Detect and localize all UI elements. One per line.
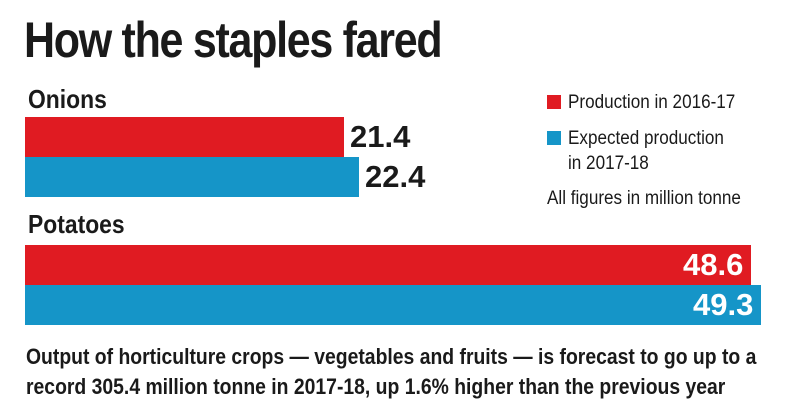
legend-swatch-red	[547, 95, 561, 109]
bar-onions-2017-18	[25, 157, 359, 197]
bar-potatoes-2017-18	[25, 285, 761, 325]
legend-label-2016-17: Production in 2016-17	[568, 92, 736, 113]
bar-onions-2016-17	[25, 117, 344, 157]
footnote: Output of horticulture crops — vegetable…	[26, 344, 757, 399]
legend-label-2017-18: Expected production in 2017-18	[568, 128, 724, 174]
category-label-potatoes: Potatoes	[28, 209, 125, 239]
value-label-onions-2016-17: 21.4	[350, 119, 411, 154]
value-label-potatoes-2017-18: 49.3	[693, 287, 754, 322]
chart-title: How the staples fared	[24, 12, 443, 68]
legend-item-2017-18: Expected production in 2017-18	[547, 126, 748, 176]
value-label-potatoes-2016-17: 48.6	[683, 247, 744, 282]
value-label-onions-2017-18: 22.4	[365, 159, 426, 194]
bar-potatoes-2016-17	[25, 245, 751, 285]
category-label-onions: Onions	[28, 84, 107, 114]
legend-swatch-blue	[547, 131, 561, 145]
legend-item-2016-17: Production in 2016-17	[547, 90, 768, 115]
units-note: All figures in million tonne	[547, 188, 741, 209]
